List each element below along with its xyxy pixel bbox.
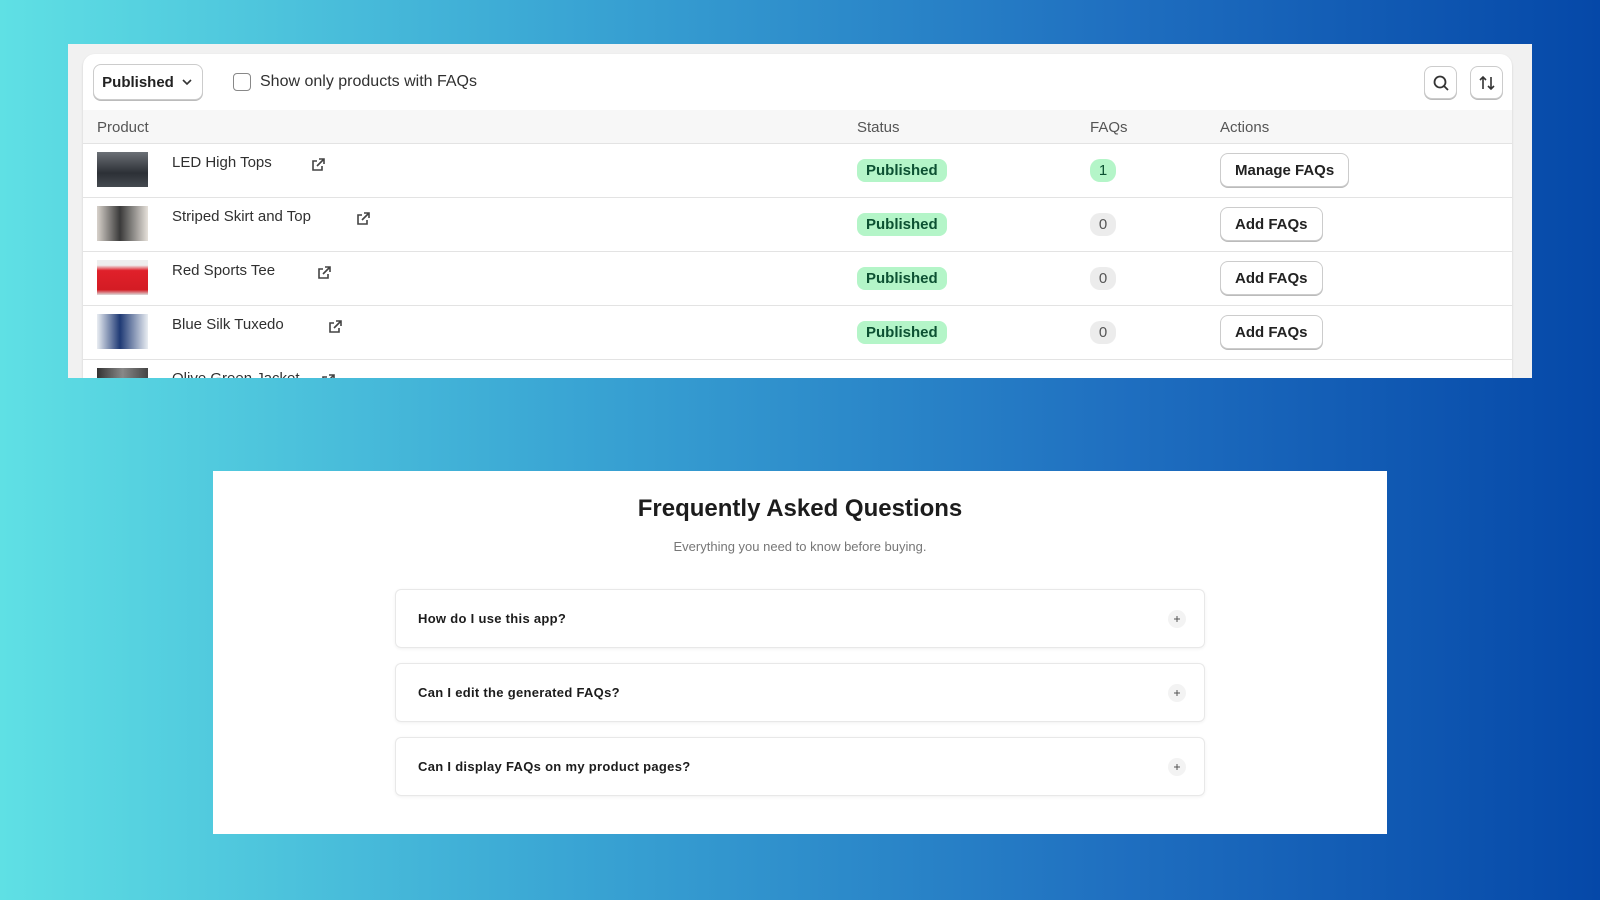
external-link-icon[interactable] <box>320 372 338 378</box>
column-header: Actions <box>1220 119 1270 136</box>
product-thumbnail <box>97 206 148 241</box>
action-button[interactable]: Add FAQs <box>1220 207 1323 241</box>
table-header: Product Status FAQs Actions <box>83 110 1512 144</box>
external-link-icon[interactable] <box>327 318 345 336</box>
faq-count: 0 <box>1090 213 1116 236</box>
table-row: LED High Tops Published 1 Manage FAQs <box>83 143 1512 198</box>
faq-item[interactable]: Can I display FAQs on my product pages? <box>395 737 1205 796</box>
product-name: LED High Tops <box>172 154 272 171</box>
faq-question: How do I use this app? <box>418 611 567 626</box>
product-thumbnail <box>97 368 148 378</box>
action-button[interactable]: Manage FAQs <box>1220 153 1350 187</box>
table-row: Striped Skirt and Top Published 0 Add FAQs <box>83 197 1512 252</box>
faq-question: Can I edit the generated FAQs? <box>418 685 620 700</box>
expand-icon <box>1168 684 1186 702</box>
product-name: Olive Green Jacket <box>172 370 300 378</box>
expand-icon <box>1168 758 1186 776</box>
sort-icon <box>1478 75 1495 90</box>
faq-item[interactable]: How do I use this app? <box>395 589 1205 648</box>
filter-label: Published <box>102 73 174 91</box>
product-thumbnail <box>97 260 148 295</box>
status-badge: Published <box>857 267 947 290</box>
table-row: Blue Silk Tuxedo Published 0 Add FAQs <box>83 305 1512 360</box>
table-row: Red Sports Tee Published 0 Add FAQs <box>83 251 1512 306</box>
status-badge: Published <box>857 321 947 344</box>
faq-subtitle: Everything you need to know before buyin… <box>673 539 927 554</box>
table-row: Olive Green Jacket <box>83 359 1512 378</box>
sort-button[interactable] <box>1470 66 1503 99</box>
column-header: Status <box>857 119 900 136</box>
action-button[interactable]: Add FAQs <box>1220 261 1323 295</box>
admin-panel: Published Show only products with FAQs P… <box>68 44 1532 378</box>
faq-count: 1 <box>1090 159 1116 182</box>
external-link-icon[interactable] <box>316 264 334 282</box>
faq-section: Frequently Asked Questions Everything yo… <box>213 471 1387 834</box>
action-label: Add FAQs <box>1235 323 1308 341</box>
status-badge: Published <box>857 159 947 182</box>
search-button[interactable] <box>1424 66 1457 99</box>
product-name: Red Sports Tee <box>172 262 276 279</box>
action-label: Add FAQs <box>1235 215 1308 233</box>
faq-question: Can I display FAQs on my product pages? <box>418 759 691 774</box>
product-thumbnail <box>97 314 148 349</box>
faq-count: 0 <box>1090 321 1116 344</box>
search-icon <box>1433 75 1449 91</box>
product-thumbnail <box>97 152 148 187</box>
expand-icon <box>1168 610 1186 628</box>
faq-title: Frequently Asked Questions <box>637 495 963 522</box>
checkbox-label: Show only products with FAQs <box>260 73 477 90</box>
action-label: Add FAQs <box>1235 269 1308 287</box>
product-name: Striped Skirt and Top <box>172 208 311 225</box>
column-header: Product <box>97 119 149 136</box>
faq-item[interactable]: Can I edit the generated FAQs? <box>395 663 1205 722</box>
products-card: Published Show only products with FAQs P… <box>83 54 1512 378</box>
status-badge: Published <box>857 213 947 236</box>
checkbox[interactable] <box>233 73 251 91</box>
status-filter[interactable]: Published <box>93 64 203 100</box>
column-header: FAQs <box>1090 119 1128 136</box>
external-link-icon[interactable] <box>310 156 328 174</box>
action-button[interactable]: Add FAQs <box>1220 315 1323 349</box>
action-label: Manage FAQs <box>1235 161 1335 179</box>
external-link-icon[interactable] <box>355 210 373 228</box>
faq-count: 0 <box>1090 267 1116 290</box>
product-name: Blue Silk Tuxedo <box>172 316 284 333</box>
chevron-icon <box>182 79 192 86</box>
